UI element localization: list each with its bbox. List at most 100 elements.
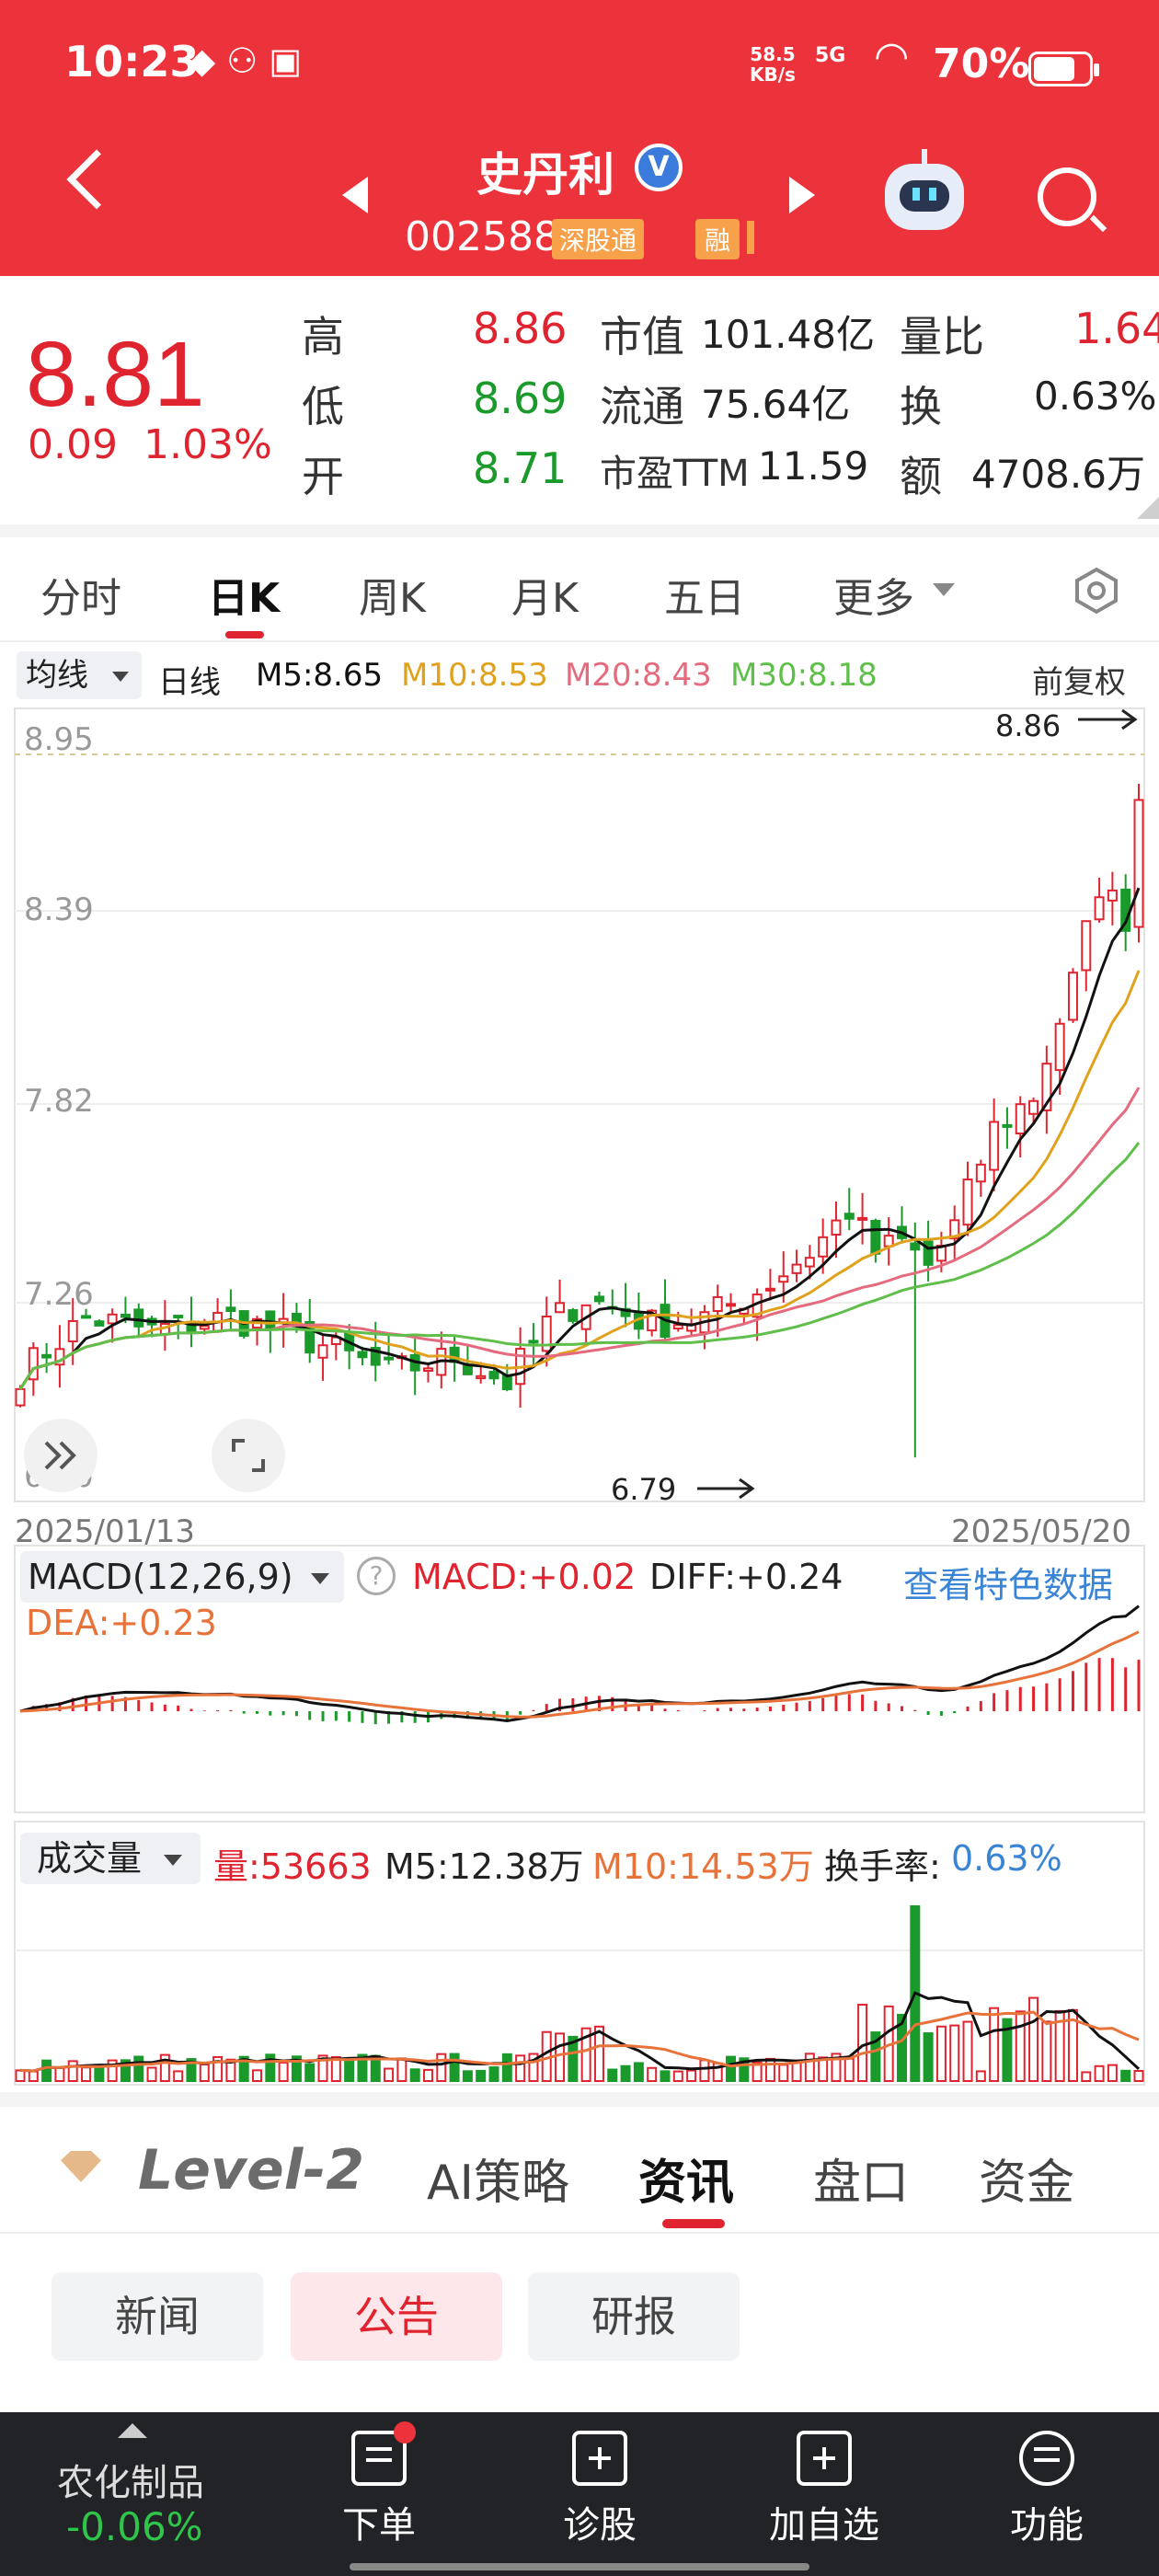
tab-intraday[interactable]: 分时 [40,575,121,622]
candle-body [28,1347,39,1381]
verified-icon: V [635,144,683,191]
volume-bar [107,2059,118,2083]
volume-dropdown[interactable]: 成交量 [20,1833,201,1884]
tab-ai-strategy[interactable]: AI策略 [427,2156,569,2211]
help-icon[interactable]: ? [357,1557,396,1595]
price-change: 0.09 [28,421,118,468]
chart-area[interactable]: 8.95 8.39 7.82 7.26 6.70 8.86 6.79 2025/… [0,0,1159,2092]
mcap-value: 101.48亿 [701,312,875,357]
next-stock-icon[interactable] [789,177,815,213]
expand-corner-icon[interactable] [1137,497,1159,519]
chevron-down-icon [933,583,955,596]
volume-bar [1041,2020,1052,2082]
volume-bar [568,2035,579,2083]
candle-body [975,1163,986,1183]
volume-bar [225,2058,236,2082]
volume-bar [620,2064,631,2083]
candle-body [1054,1022,1065,1072]
subtab-announcements[interactable]: 公告 [291,2272,502,2361]
candle-body [528,1340,539,1344]
candle-body [1015,1103,1026,1135]
ai-robot-icon[interactable] [885,149,964,230]
candle-body [620,1307,631,1317]
turnover-value: 0.63% [1034,374,1157,419]
volume-bar [28,2070,39,2083]
candle-body [422,1367,433,1373]
nav-diagnose[interactable]: 诊股 [526,2431,673,2548]
adjust-mode[interactable]: 前复权 [1032,664,1126,701]
pe-value: 11.59 [758,443,869,489]
pe-label: 市盈TTM [600,453,750,495]
nav-order[interactable]: 下单 [305,2421,453,2548]
low-label: 低 [302,382,344,431]
status-time: 10:23 [64,37,200,86]
tab-monthly[interactable]: 月K [511,575,579,622]
sector-name[interactable]: 农化制品 [57,2462,204,2504]
volume-bar [238,2055,249,2082]
volume-bar [317,2054,328,2083]
settings-hexagon-icon[interactable] [1073,567,1120,615]
chevron-up-icon[interactable] [118,2423,147,2438]
nav-functions[interactable]: 功能 [973,2431,1120,2548]
volume-bar [15,2069,26,2082]
candle-body [778,1275,789,1283]
tab-five-day[interactable]: 五日 [664,575,745,622]
bottom-nav: 农化制品 -0.06% 下单 诊股 加自选 功能 [0,2412,1159,2576]
volume-bar [778,2064,789,2082]
date-end: 2025/05/20 [951,1513,1131,1550]
macd-dropdown-label: MACD(12,26,9) [28,1557,293,1597]
tab-daily[interactable]: 日K [208,575,281,622]
candle-body [488,1371,499,1380]
candle-body [41,1353,52,1359]
volume-bar [699,2059,710,2083]
candle-body [173,1315,184,1319]
candle-body [791,1263,802,1274]
tab-news-info[interactable]: 资讯 [638,2156,735,2211]
candle-body [647,1309,658,1332]
fullscreen-button[interactable] [212,1419,285,1492]
nav-order-label: 下单 [342,2504,416,2547]
volume-bar [159,2053,170,2083]
volume-bar [252,2069,263,2083]
float-label: 流通 [600,382,684,431]
ma30-line [18,1142,1141,1390]
section-divider [0,2092,1159,2107]
subtab-news[interactable]: 新闻 [52,2272,263,2361]
stock-name: 史丹利 [476,148,614,201]
max-price-label: 8.86 [995,708,1061,743]
subtab-research[interactable]: 研报 [528,2272,740,2361]
volume-bar [515,2054,526,2082]
volume-bar [265,2053,276,2083]
tab-capital[interactable]: 资金 [979,2156,1075,2211]
quote-panel[interactable]: 8.81 0.09 1.03% 高 8.86 低 8.69 开 8.71 市值 … [0,276,1159,524]
volume-bar [1107,2064,1118,2083]
volume-bar [580,2027,591,2083]
volume-bars [15,1905,1144,2083]
candle-body [199,1325,210,1330]
feature-data-link[interactable]: 查看特色数据 [903,1565,1114,1605]
nav-add-watchlist[interactable]: 加自选 [751,2431,898,2548]
volume-bar [739,2057,750,2082]
tab-weekly[interactable]: 周K [359,575,426,622]
dea-value: DEA:+0.23 [26,1603,217,1643]
search-icon[interactable] [1038,167,1096,226]
macd-dropdown[interactable]: MACD(12,26,9) [20,1551,344,1603]
tab-more[interactable]: 更多 [833,575,914,622]
volume-bar [843,2057,855,2083]
candle-body [304,1320,316,1354]
tab-order-book[interactable]: 盘口 [813,2156,910,2211]
home-indicator[interactable] [350,2563,809,2570]
tab-divider [0,640,1159,642]
price-change-pct: 1.03% [143,421,272,468]
tab-level2[interactable]: Level-2 [138,2138,364,2202]
volume-bar [1133,2069,1144,2082]
prev-stock-icon[interactable] [342,177,368,213]
volume-bar [975,2070,986,2083]
volume-bar [357,2053,368,2082]
volume-bar [672,2070,683,2083]
wifi-icon: ◠ [874,33,910,80]
volume-bar [896,2013,907,2082]
volume-bar [870,2031,881,2082]
dea-line [19,1630,1140,1719]
volume-bar [304,2063,316,2083]
